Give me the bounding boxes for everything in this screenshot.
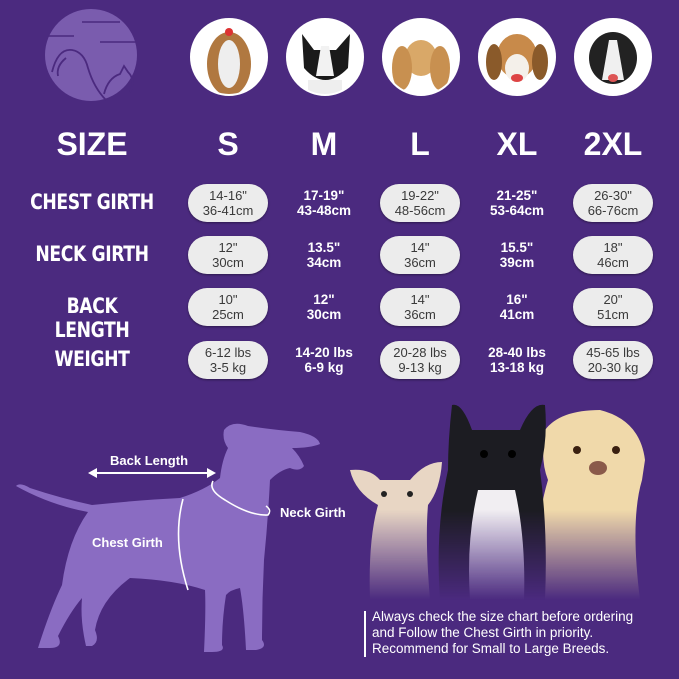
size-cell: 17-19" 43-48cm (280, 184, 368, 222)
size-col-2xl: 2XL (583, 126, 643, 162)
size-col-s: S (217, 126, 239, 162)
note-line: Always check the size chart before order… (372, 609, 634, 624)
size-cell: 26-30" 66-76cm (573, 184, 653, 222)
size-cell: 21-25" 53-64cm (473, 184, 561, 222)
dog-photo-s (190, 18, 268, 96)
note-line: Recommend for Small to Large Breeds. (372, 641, 610, 656)
size-cell: 18" 46cm (573, 236, 653, 274)
cell-value: 13-18 kg (489, 360, 545, 375)
size-cell: 14-16" 36-41cm (188, 184, 268, 222)
cell-value: 20-28 lbs (393, 345, 447, 360)
cell-value: 25cm (212, 307, 244, 322)
cell-value: 66-76cm (587, 203, 639, 218)
note-line: and Follow the Chest Girth in priority. (372, 625, 594, 640)
cell-value: 18" (603, 240, 623, 255)
cell-value: 36-41cm (202, 203, 254, 218)
size-col-m: M (310, 126, 338, 162)
cell-value: 6-12 lbs (204, 345, 252, 360)
size-cell: 12" 30cm (280, 288, 368, 326)
cell-value: 14-16" (209, 188, 247, 203)
size-col-xl: XL (496, 126, 538, 162)
row-label: WEIGHT (54, 347, 130, 371)
note-divider (364, 611, 366, 657)
cell-value: 12" (313, 292, 335, 307)
dog-photo-2xl (574, 18, 652, 96)
size-cell: 12" 30cm (188, 236, 268, 274)
size-cell: 14" 36cm (380, 288, 460, 326)
cell-value: 26-30" (594, 188, 632, 203)
cell-value: 36cm (404, 307, 436, 322)
cell-value: 34cm (306, 255, 342, 270)
chest-girth-label: Chest Girth (92, 535, 163, 550)
row-label: NECK GIRTH (35, 242, 149, 266)
cell-value: 9-13 kg (398, 360, 442, 375)
cell-value: 43-48cm (296, 203, 352, 218)
cell-value: 17-19" (303, 188, 345, 203)
dog-photo-l (382, 18, 460, 96)
size-cell: 20" 51cm (573, 288, 653, 326)
dog-photo-xl (478, 18, 556, 96)
cell-value: 48-56cm (394, 203, 446, 218)
cell-value: 30cm (306, 307, 342, 322)
cell-value: 15.5" (500, 240, 534, 255)
cell-value: 45-65 lbs (586, 345, 640, 360)
cell-value: 10" (218, 292, 238, 307)
row-label: CHEST GIRTH (30, 190, 154, 214)
size-header: SIZE (56, 126, 128, 162)
cell-value: 28-40 lbs (488, 345, 546, 360)
cell-value: 12" (218, 240, 238, 255)
size-cell: 20-28 lbs 9-13 kg (380, 341, 460, 379)
cell-value: 30cm (212, 255, 244, 270)
size-note: Always check the size chart before order… (372, 609, 633, 657)
cell-value: 20-30 kg (587, 360, 639, 375)
cell-value: 53-64cm (489, 203, 545, 218)
cell-value: 51cm (597, 307, 629, 322)
cell-value: 14-20 lbs (295, 345, 353, 360)
cell-value: 39cm (499, 255, 535, 270)
size-cell: 14-20 lbs 6-9 kg (280, 341, 368, 379)
cell-value: 3-5 kg (209, 360, 247, 375)
size-cell: 45-65 lbs 20-30 kg (573, 341, 653, 379)
cell-value: 20" (603, 292, 623, 307)
size-cell: 13.5" 34cm (280, 236, 368, 274)
dog-silhouette (16, 423, 320, 652)
cell-value: 46cm (597, 255, 629, 270)
size-cell: 28-40 lbs 13-18 kg (473, 341, 561, 379)
neck-girth-label: Neck Girth (280, 505, 346, 520)
dog-photo-m (286, 18, 364, 96)
size-cell: 15.5" 39cm (473, 236, 561, 274)
cell-value: 6-9 kg (304, 360, 344, 375)
cell-value: 36cm (404, 255, 436, 270)
cell-value: 13.5" (307, 240, 341, 255)
size-col-l: L (410, 126, 430, 162)
size-cell: 6-12 lbs 3-5 kg (188, 341, 268, 379)
logo-pet-icon (45, 9, 137, 101)
cell-value: 19-22" (401, 188, 439, 203)
cell-value: 14" (410, 292, 430, 307)
size-cell: 10" 25cm (188, 288, 268, 326)
cell-value: 14" (410, 240, 430, 255)
back-length-label: Back Length (110, 453, 189, 468)
cell-value: 21-25" (496, 188, 538, 203)
size-cell: 16" 41cm (473, 288, 561, 326)
dogs-group-photo (350, 404, 645, 600)
cell-value: 41cm (499, 307, 535, 322)
row-label: BACK LENGTH (54, 294, 130, 342)
size-cell: 19-22" 48-56cm (380, 184, 460, 222)
cell-value: 16" (506, 292, 528, 307)
size-cell: 14" 36cm (380, 236, 460, 274)
